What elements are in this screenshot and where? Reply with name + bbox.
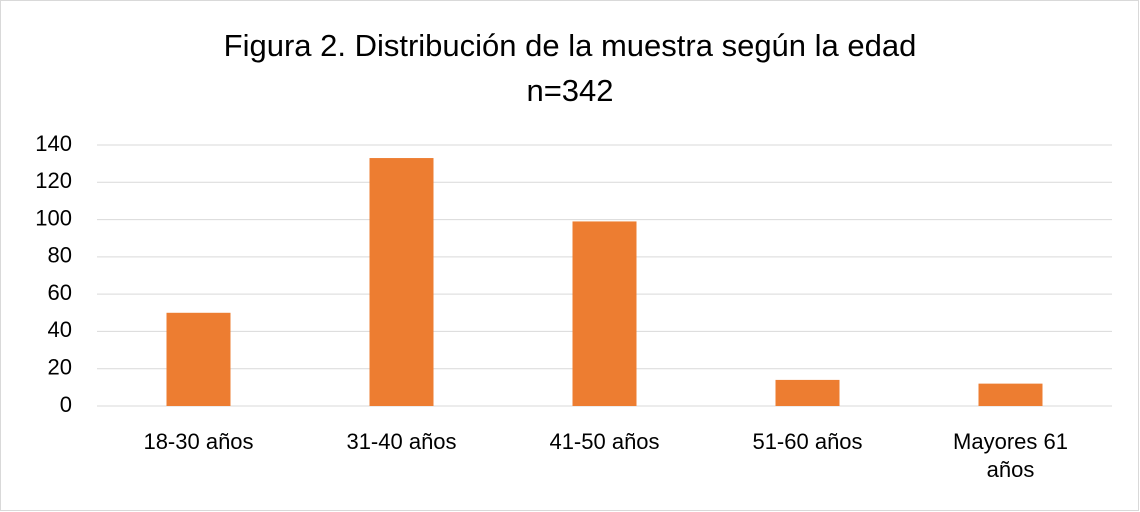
y-tick-label: 40	[48, 317, 72, 342]
y-tick-label: 0	[60, 392, 72, 417]
bar	[978, 383, 1043, 406]
x-tick-label: 41-50 años	[549, 429, 660, 454]
chart-title: Figura 2. Distribución de la muestra seg…	[224, 28, 917, 63]
bar	[775, 379, 840, 406]
x-tick-label: 18-30 años	[143, 429, 254, 454]
y-tick-label: 80	[48, 243, 72, 268]
y-tick-label: 100	[35, 205, 72, 230]
x-tick-label: 51-60 años	[752, 429, 863, 454]
bar	[369, 158, 434, 406]
y-tick-label: 140	[35, 131, 72, 156]
y-tick-label: 120	[35, 168, 72, 193]
y-tick-label: 20	[48, 355, 72, 380]
bar	[166, 312, 231, 406]
x-tick-label: Mayores 61 años	[953, 429, 1068, 482]
y-tick-label: 60	[48, 280, 72, 305]
x-tick-label: 31-40 años	[346, 429, 457, 454]
bar	[572, 221, 637, 406]
chart-subtitle: n=342	[526, 73, 613, 108]
